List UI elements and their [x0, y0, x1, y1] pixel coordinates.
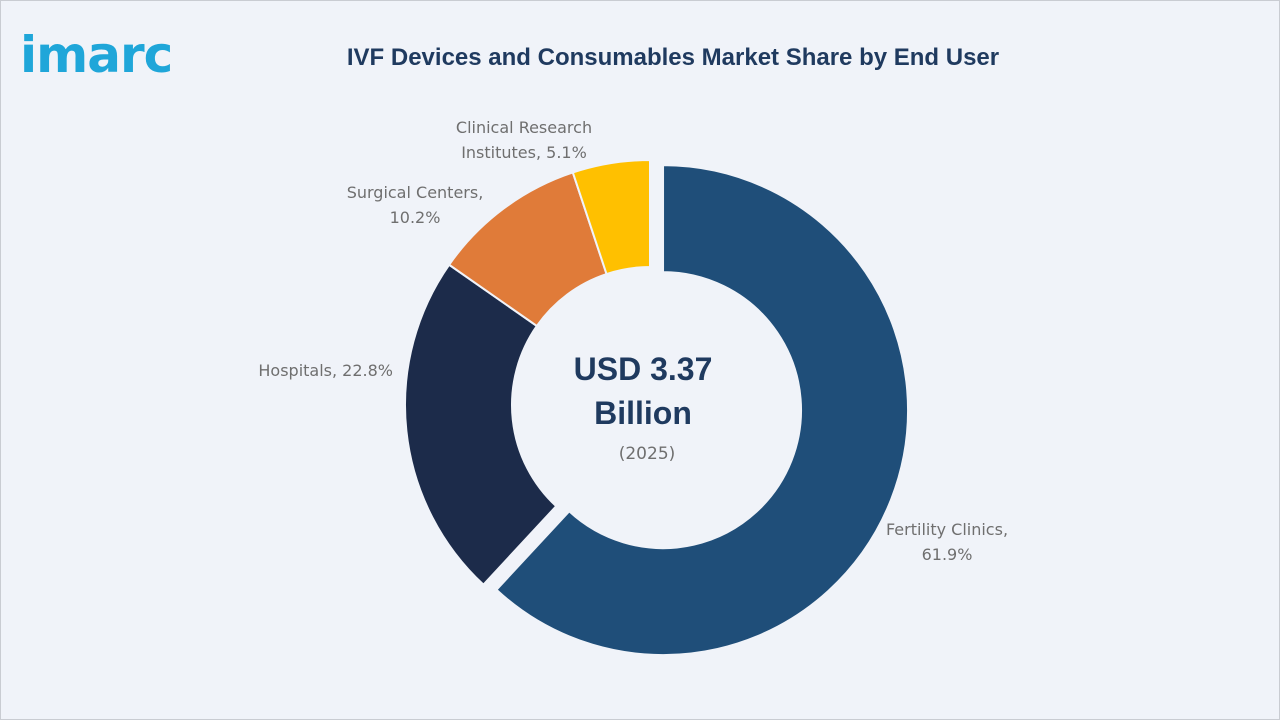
label-clinical-research-institutes: Clinical Research Institutes, 5.1%: [456, 118, 592, 162]
label-line: 61.9%: [922, 545, 973, 564]
slice-hospitals: [404, 263, 558, 587]
label-line: 10.2%: [390, 208, 441, 227]
label-line: Hospitals, 22.8%: [258, 361, 393, 380]
label-line: Fertility Clinics,: [886, 520, 1008, 539]
label-line: Institutes, 5.1%: [461, 143, 587, 162]
label-line: Clinical Research: [456, 118, 592, 137]
slice-labels: Fertility Clinics, 61.9% Hospitals, 22.8% S…: [258, 118, 1008, 564]
center-value: USD 3.37: [574, 351, 713, 387]
donut-slices: [404, 158, 910, 657]
center-year: (2025): [619, 444, 676, 464]
label-surgical-centers: Surgical Centers, 10.2%: [347, 183, 484, 227]
center-unit: Billion: [594, 395, 692, 431]
label-fertility-clinics: Fertility Clinics, 61.9%: [886, 520, 1008, 564]
chart-title: IVF Devices and Consumables Market Share…: [346, 44, 1000, 71]
slice-fertility-clinics: [495, 164, 910, 657]
imarc-logo: imarc: [20, 30, 173, 80]
logo-text: imarc: [20, 26, 173, 84]
slice-clinical-research-institutes: [571, 158, 651, 276]
label-hospitals: Hospitals, 22.8%: [258, 361, 393, 380]
label-line: Surgical Centers,: [347, 183, 484, 202]
